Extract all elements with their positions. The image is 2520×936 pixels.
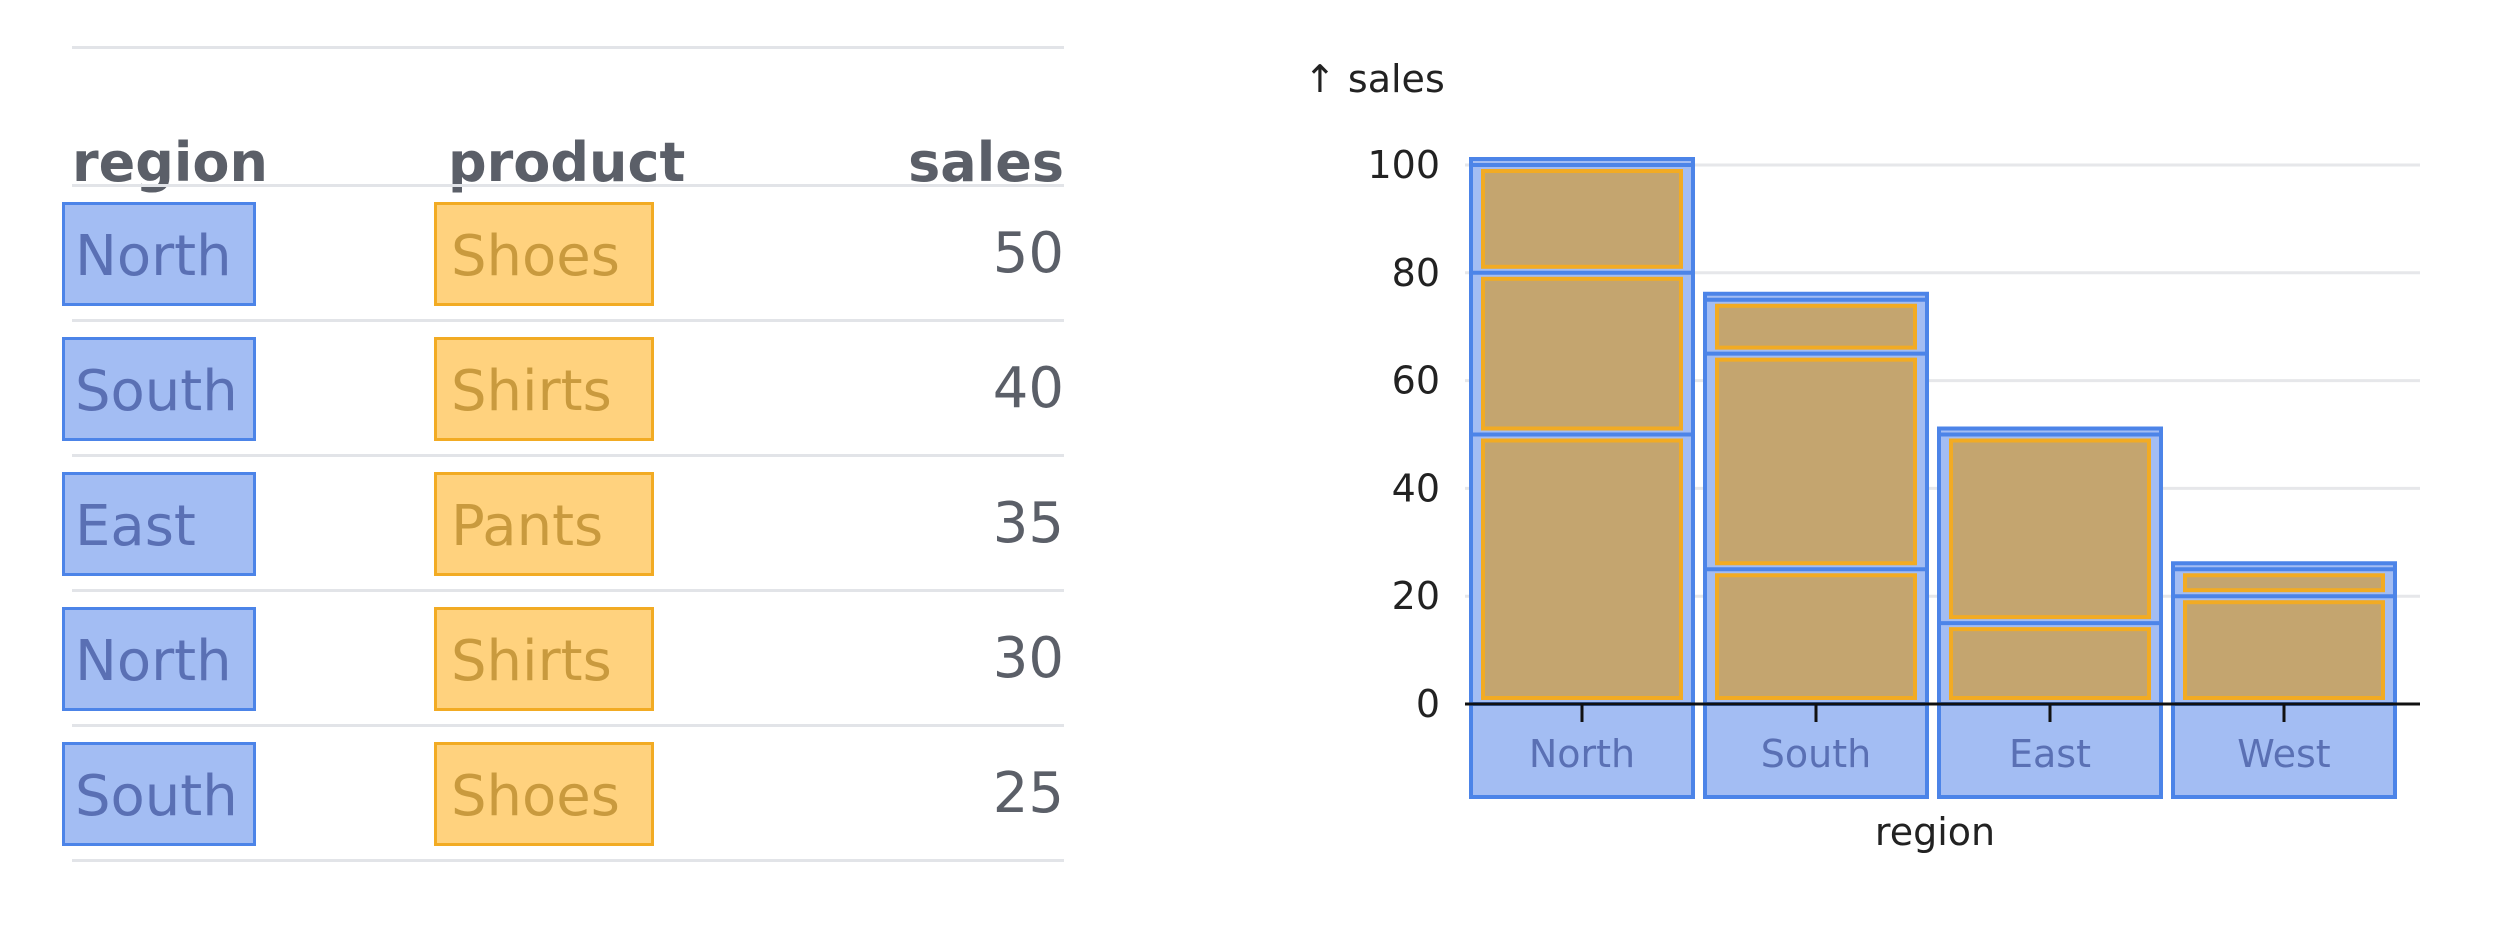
table-row: East Pants 35 — [62, 457, 1064, 592]
product-segment — [2183, 573, 2385, 593]
y-axis-label: ↑ sales — [1304, 57, 1445, 101]
product-segment — [1481, 276, 1683, 431]
row-rule — [72, 319, 1064, 322]
product-cell: Shoes — [434, 742, 654, 846]
category-band — [1703, 702, 1929, 799]
product-segment — [1949, 438, 2151, 620]
region-cell: North — [62, 202, 256, 306]
header-rule — [72, 184, 1064, 187]
x-axis-label: region — [1875, 810, 1995, 854]
product-cell: Shoes — [434, 202, 654, 306]
y-tick-label: 0 — [1416, 682, 1440, 726]
product-cell: Shirts — [434, 337, 654, 441]
sales-cell: 50 — [992, 221, 1064, 286]
y-tick-label: 80 — [1392, 251, 1440, 295]
bars — [1469, 157, 2397, 799]
table-row: North Shirts 30 — [62, 592, 1064, 727]
x-tick-label: North — [1529, 732, 1635, 776]
product-segment — [1481, 438, 1683, 700]
region-cell: South — [62, 742, 256, 846]
x-tick-label: East — [2009, 732, 2091, 776]
product-segment — [1715, 573, 1917, 700]
table-row: South Shirts 40 — [62, 322, 1064, 457]
header-product: product — [448, 131, 686, 194]
row-rule — [72, 724, 1064, 727]
table-bottom-rule — [72, 859, 1064, 862]
y-tick-label: 60 — [1392, 359, 1440, 403]
product-segment — [1949, 627, 2151, 701]
table-row: North Shoes 50 — [62, 187, 1064, 322]
x-tick-label: West — [2237, 732, 2330, 776]
sales-cell: 35 — [992, 491, 1064, 556]
sales-cell: 30 — [992, 626, 1064, 691]
header-region: region — [72, 131, 268, 194]
table-row: South Shoes 25 — [62, 727, 1064, 862]
product-cell: Pants — [434, 472, 654, 576]
product-segment — [2183, 600, 2385, 701]
stacked-bar-chart: 0 20 40 60 80 100 North South East West ↑ sales r… — [1304, 57, 2420, 854]
product-segment — [1715, 303, 1917, 350]
table-top-rule — [72, 46, 1064, 49]
product-segment — [1715, 357, 1917, 566]
region-cell: East — [62, 472, 256, 576]
sales-cell: 40 — [992, 356, 1064, 421]
header-sales: sales — [908, 131, 1064, 194]
row-rule — [72, 589, 1064, 592]
region-cell: South — [62, 337, 256, 441]
product-cell: Shirts — [434, 607, 654, 711]
region-cell: North — [62, 607, 256, 711]
axes: 0 20 40 60 80 100 North South East West — [1367, 143, 2420, 776]
y-tick-label: 100 — [1367, 143, 1440, 187]
row-rule — [72, 454, 1064, 457]
y-tick-label: 40 — [1392, 466, 1440, 510]
product-segment — [1481, 169, 1683, 269]
x-tick-label: South — [1761, 732, 1871, 776]
y-tick-label: 20 — [1392, 574, 1440, 618]
data-table: region product sales North Shoes 50 Sout… — [62, 46, 1064, 866]
sales-cell: 25 — [992, 761, 1064, 826]
